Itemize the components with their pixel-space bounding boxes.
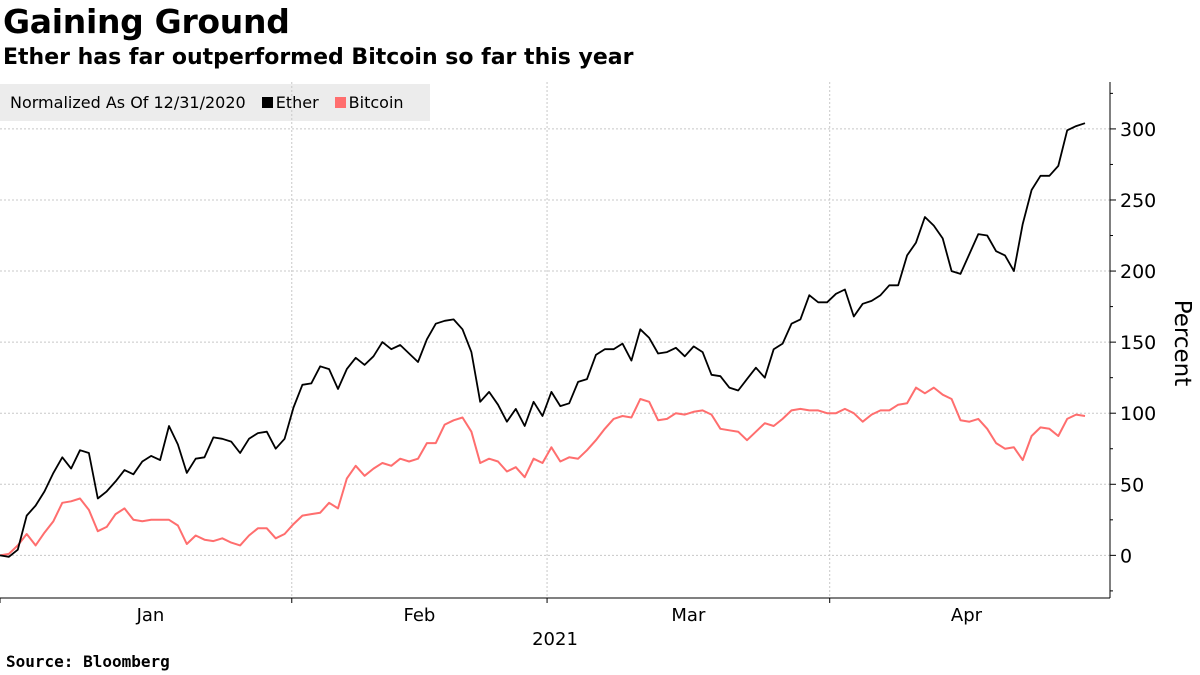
x-tick-label: Jan xyxy=(136,605,165,626)
x-tick-label: Mar xyxy=(671,605,706,626)
chart-title: Gaining Ground xyxy=(3,2,290,41)
x-axis-year-label: 2021 xyxy=(532,629,578,650)
series-line-ether xyxy=(0,122,1086,558)
legend-item-ether: Ether xyxy=(246,93,319,112)
y-tick-label: 250 xyxy=(1120,190,1156,212)
chart-grid xyxy=(0,82,1110,598)
y-axis: 0 50 100 150 200 250 300 xyxy=(1109,82,1156,598)
y-tick-label: 200 xyxy=(1120,261,1156,283)
legend-label-bitcoin: Bitcoin xyxy=(348,93,404,112)
legend-swatch-ether xyxy=(261,97,273,108)
legend-item-bitcoin: Bitcoin xyxy=(319,93,404,112)
y-tick-label: 150 xyxy=(1120,332,1156,354)
legend-label-ether: Ether xyxy=(275,93,319,112)
legend-normalization-note: Normalized As Of 12/31/2020 xyxy=(10,93,246,112)
y-axis-label: Percent xyxy=(1169,300,1195,387)
y-tick-label: 300 xyxy=(1120,119,1156,141)
source-note: Source: Bloomberg xyxy=(6,652,170,671)
series-line-bitcoin xyxy=(0,386,1086,557)
legend-swatch-bitcoin xyxy=(334,97,346,108)
chart-series xyxy=(0,122,1086,558)
x-axis: Jan Feb Mar Apr xyxy=(0,597,1110,626)
y-tick-label: 0 xyxy=(1120,545,1132,567)
y-tick-label: 50 xyxy=(1120,474,1144,496)
chart-subtitle: Ether has far outperformed Bitcoin so fa… xyxy=(3,45,634,70)
chart-legend: Normalized As Of 12/31/2020 Ether Bitcoi… xyxy=(0,84,430,121)
y-tick-label: 100 xyxy=(1120,403,1156,425)
x-tick-label: Feb xyxy=(403,605,435,626)
x-tick-label: Apr xyxy=(951,605,983,626)
